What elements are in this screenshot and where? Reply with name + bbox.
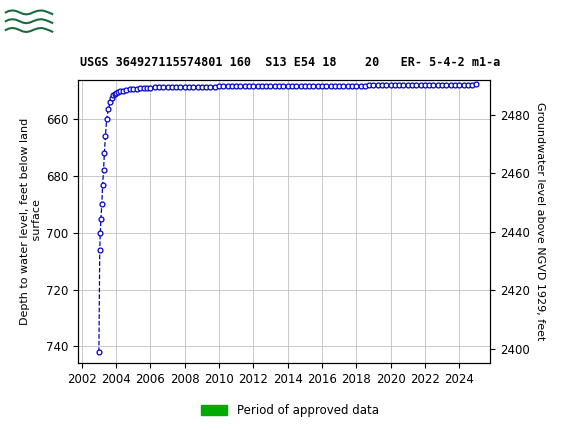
Text: USGS: USGS: [57, 11, 112, 29]
Y-axis label: Groundwater level above NGVD 1929, feet: Groundwater level above NGVD 1929, feet: [535, 102, 545, 341]
Legend: Period of approved data: Period of approved data: [197, 399, 383, 422]
Bar: [5, 3, 54, 37]
Text: USGS 364927115574801 160  S13 E54 18    20   ER- 5-4-2 m1-a: USGS 364927115574801 160 S13 E54 18 20 E…: [80, 56, 500, 69]
Y-axis label: Depth to water level, feet below land
 surface: Depth to water level, feet below land su…: [20, 118, 42, 325]
